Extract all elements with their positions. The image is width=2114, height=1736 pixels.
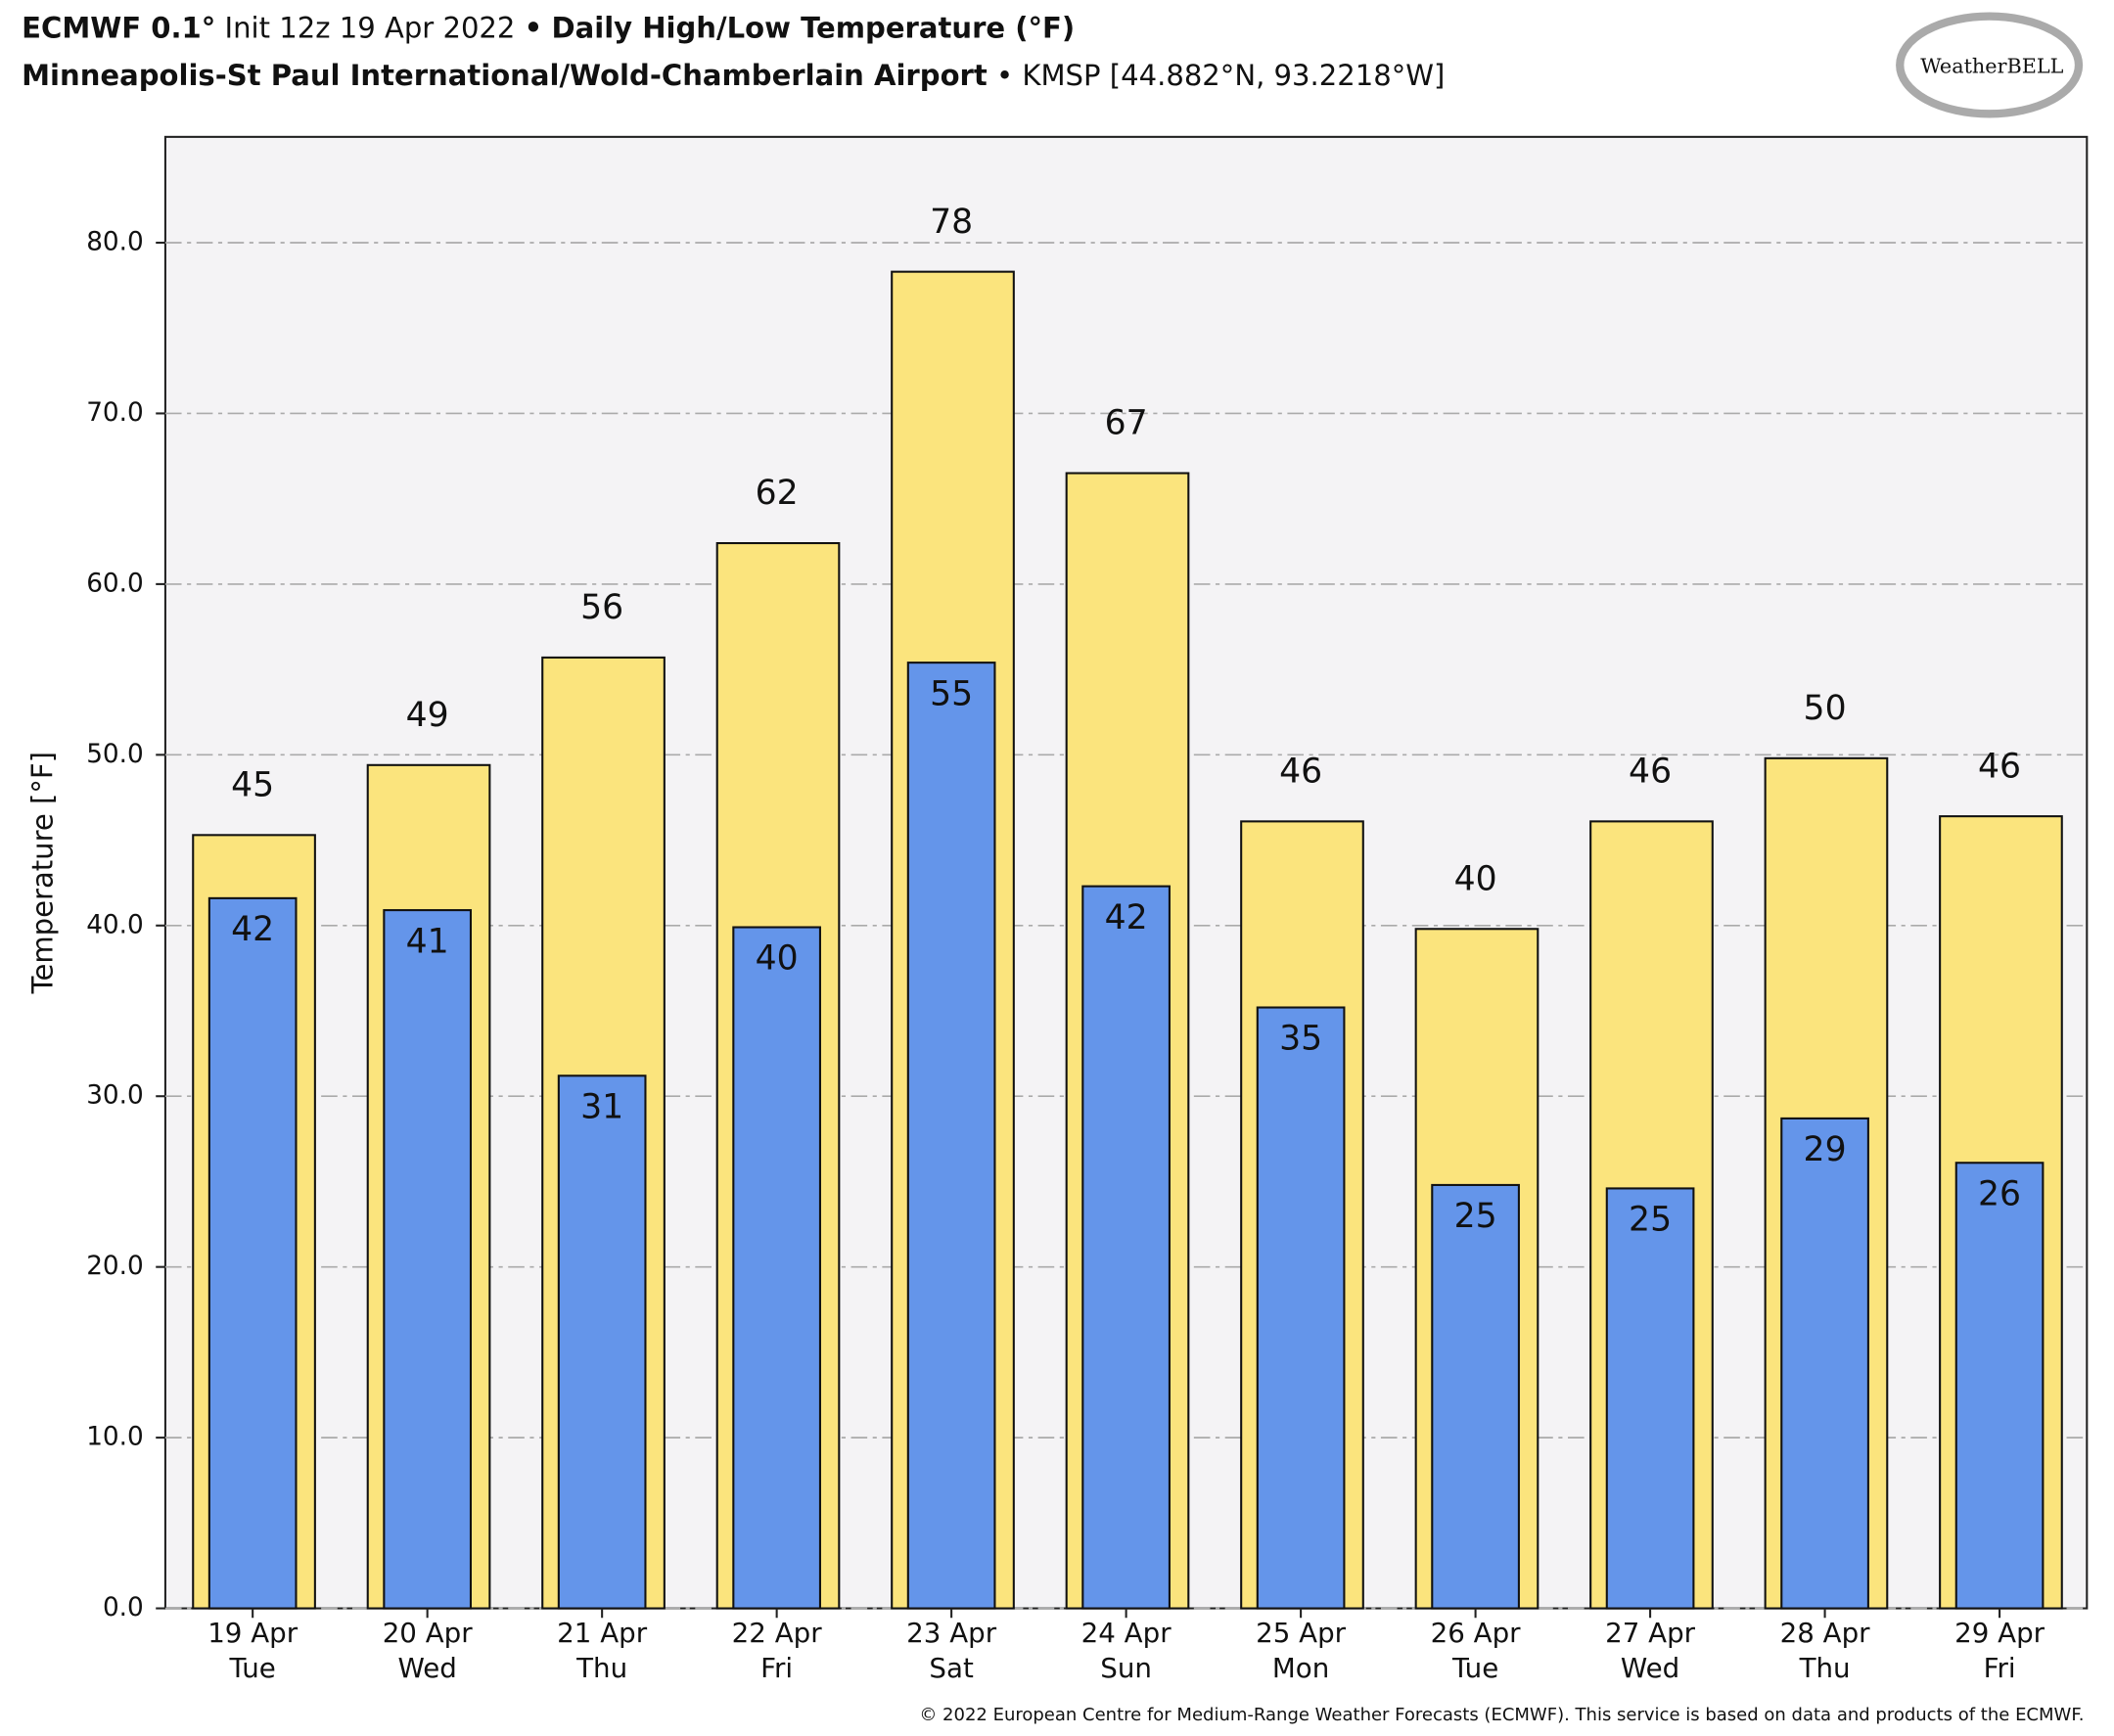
x-tick-label: 24 Apr bbox=[1081, 1617, 1172, 1649]
value-label: 50 bbox=[1804, 689, 1847, 728]
value-label: 26 bbox=[1978, 1174, 2021, 1213]
value-label: 46 bbox=[1279, 753, 1322, 792]
value-label: 31 bbox=[580, 1088, 623, 1127]
x-tick-weekday: Fri bbox=[1984, 1652, 2016, 1684]
y-tick-label: 80.0 bbox=[86, 228, 144, 257]
bar bbox=[1431, 1183, 1520, 1610]
logo: WeatherBELL bbox=[1920, 55, 2063, 78]
value-label: 45 bbox=[231, 765, 274, 804]
title-product: Daily High/Low Temperature (°F) bbox=[552, 11, 1076, 44]
x-tick-label: 19 Apr bbox=[207, 1617, 299, 1649]
chart-title: ECMWF 0.1° Init 12z 19 Apr 2022 • Daily … bbox=[22, 11, 1075, 44]
y-tick-label: 20.0 bbox=[86, 1252, 144, 1281]
y-tick-label: 10.0 bbox=[86, 1423, 144, 1452]
x-tick-label: 20 Apr bbox=[383, 1617, 474, 1649]
value-label: 29 bbox=[1804, 1130, 1847, 1169]
x-tick-weekday: Wed bbox=[1621, 1652, 1679, 1684]
x-tick-label: 21 Apr bbox=[557, 1617, 648, 1649]
x-tick-weekday: Tue bbox=[1451, 1652, 1498, 1684]
y-tick-label: 30.0 bbox=[86, 1081, 144, 1111]
title-model: ECMWF 0.1° bbox=[22, 11, 215, 44]
subtitle-location: KMSP [44.882°N, 93.2218°W] bbox=[1022, 59, 1445, 92]
bar bbox=[906, 662, 996, 1610]
y-axis-label: Temperature [°F] bbox=[26, 752, 60, 994]
labels: 0.0 10.0 20.0 30.0 40.0 50.0 60.0 70.0 80.0 19 Ap… bbox=[86, 203, 2045, 1684]
title-init: Init 12z 19 Apr 2022 bbox=[225, 11, 516, 44]
value-label: 49 bbox=[406, 696, 449, 735]
value-label: 67 bbox=[1105, 404, 1148, 443]
value-label: 40 bbox=[756, 939, 799, 979]
value-label: 42 bbox=[1105, 898, 1148, 937]
bar bbox=[1081, 885, 1171, 1610]
x-tick-label: 28 Apr bbox=[1780, 1617, 1871, 1649]
value-label: 62 bbox=[756, 474, 799, 513]
bar bbox=[1256, 1006, 1346, 1610]
value-label: 46 bbox=[1978, 747, 2021, 786]
x-tick-label: 27 Apr bbox=[1605, 1617, 1696, 1649]
value-label: 25 bbox=[1629, 1201, 1672, 1240]
x-tick-weekday: Mon bbox=[1272, 1652, 1329, 1684]
title-separator: • bbox=[525, 11, 543, 44]
bar bbox=[732, 926, 821, 1610]
bar bbox=[557, 1074, 647, 1610]
value-label: 46 bbox=[1629, 753, 1672, 792]
y-tick-label: 50.0 bbox=[86, 740, 144, 769]
logo-swirl bbox=[1896, 12, 2084, 118]
x-tick-weekday: Wed bbox=[397, 1652, 456, 1684]
y-tick-label: 40.0 bbox=[86, 910, 144, 939]
x-tick-label: 29 Apr bbox=[1954, 1617, 2045, 1649]
x-tick-label: 22 Apr bbox=[732, 1617, 823, 1649]
x-tick-label: 25 Apr bbox=[1256, 1617, 1347, 1649]
value-label: 41 bbox=[406, 922, 449, 961]
y-tick-label: 60.0 bbox=[86, 569, 144, 598]
subtitle-station: Minneapolis-St Paul International/Wold-C… bbox=[22, 59, 988, 92]
value-label: 25 bbox=[1454, 1197, 1497, 1236]
value-label: 42 bbox=[231, 910, 274, 949]
x-tick-weekday: Thu bbox=[1799, 1652, 1851, 1684]
footer: © 2022 European Centre for Medium-Range … bbox=[919, 1705, 2084, 1725]
value-label: 40 bbox=[1454, 859, 1497, 898]
value-label: 35 bbox=[1279, 1020, 1322, 1059]
y-tick-label: 0.0 bbox=[103, 1593, 144, 1622]
value-label: 55 bbox=[930, 674, 973, 713]
value-label: 78 bbox=[930, 203, 973, 242]
x-tick-weekday: Fri bbox=[760, 1652, 793, 1684]
subtitle-separator: • bbox=[996, 59, 1013, 92]
bar bbox=[1954, 1162, 2045, 1610]
bar bbox=[1605, 1187, 1695, 1610]
x-tick-label: 23 Apr bbox=[906, 1617, 997, 1649]
chart-subtitle: Minneapolis-St Paul International/Wold-C… bbox=[22, 59, 1445, 92]
bars bbox=[192, 270, 2063, 1610]
x-tick-label: 26 Apr bbox=[1431, 1617, 1522, 1649]
x-tick-weekday: Tue bbox=[229, 1652, 276, 1684]
bar bbox=[1780, 1117, 1869, 1610]
y-tick-label: 70.0 bbox=[86, 398, 144, 428]
x-tick-weekday: Thu bbox=[575, 1652, 627, 1684]
value-label: 56 bbox=[580, 588, 623, 627]
x-tick-weekday: Sun bbox=[1100, 1652, 1152, 1684]
bar bbox=[207, 896, 298, 1610]
x-tick-weekday: Sat bbox=[929, 1652, 974, 1684]
bar bbox=[383, 909, 473, 1610]
